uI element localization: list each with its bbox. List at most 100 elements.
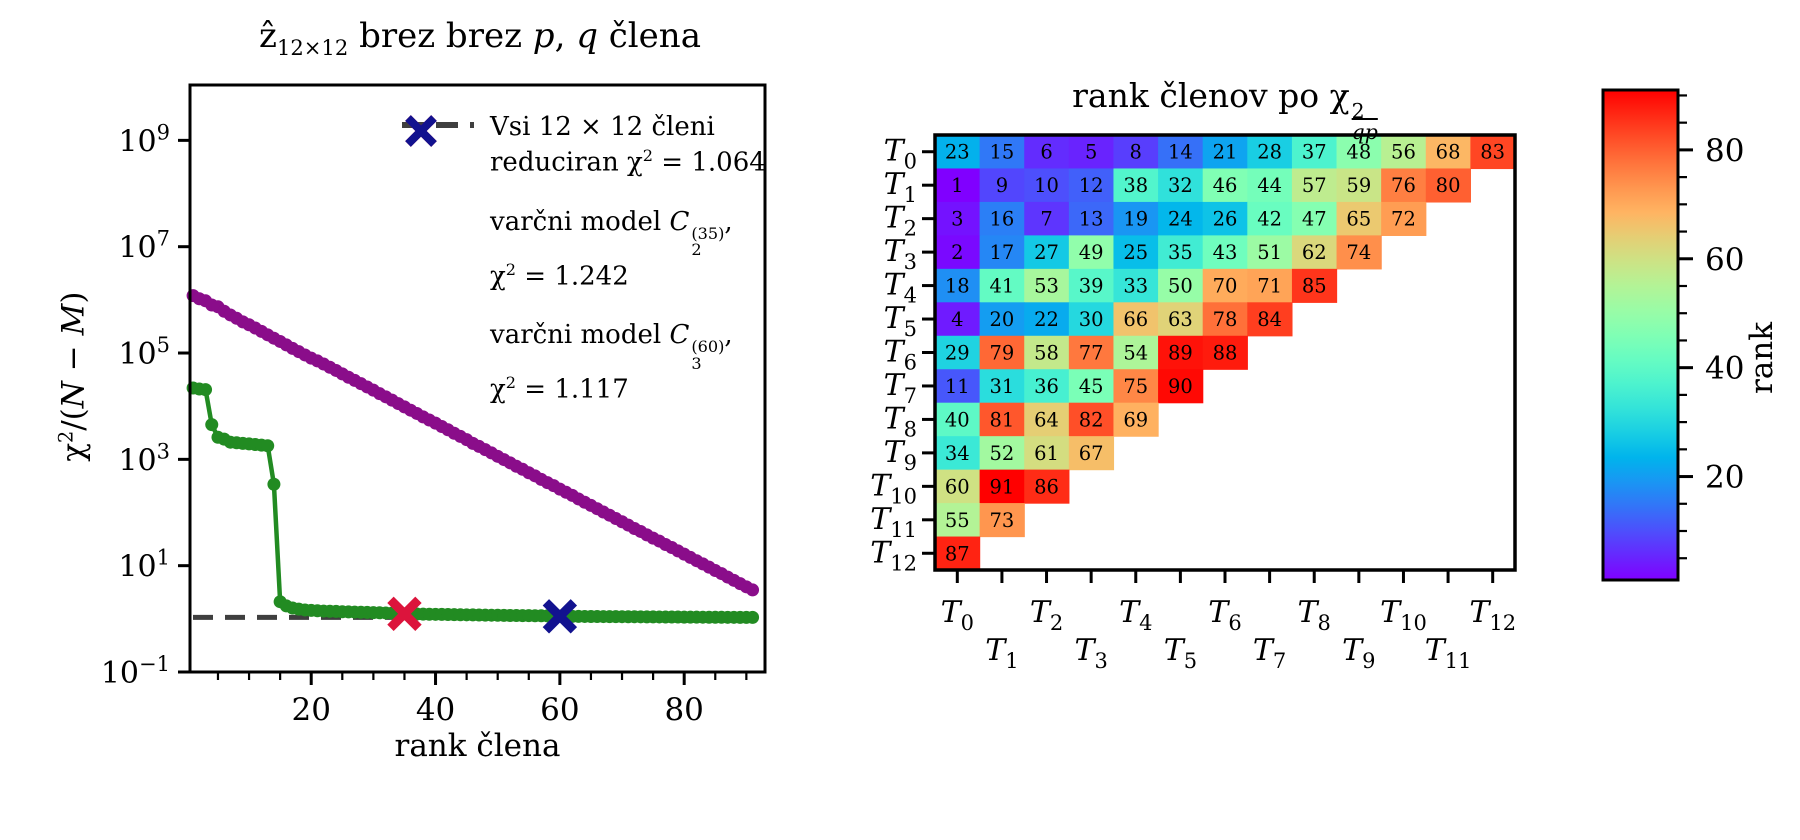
colorbar-tick-label: 20	[1705, 460, 1744, 496]
heatmap-cell-value: 12	[1079, 174, 1104, 197]
heatmap-cell-value: 14	[1168, 141, 1193, 164]
heatmap-cell	[979, 135, 1025, 170]
heatmap-cell-value: 59	[1346, 174, 1371, 197]
heatmap-cell	[1024, 168, 1070, 203]
colorbar-bar	[1601, 88, 1680, 582]
heatmap-cell	[935, 135, 981, 170]
heatmap-cell-value: 44	[1257, 174, 1282, 197]
heatmap-cell	[1381, 168, 1427, 203]
heatmap-cell-value: 58	[1034, 342, 1059, 365]
heatmap-cell-value: 72	[1391, 208, 1416, 231]
heatmap-cell-value: 77	[1079, 342, 1104, 365]
heatmap-cell-value: 57	[1302, 174, 1327, 197]
heatmap-cell-value: 28	[1257, 141, 1282, 164]
y-tick-label: 101	[118, 546, 170, 585]
heatmap-cell	[979, 268, 1025, 303]
heatmap-cell-value: 1	[951, 174, 963, 197]
heatmap-cell-value: 34	[945, 442, 970, 465]
heatmap-cell-value: 7	[1040, 208, 1052, 231]
colorbar-label: rank	[1744, 321, 1780, 395]
heatmap-cell	[1336, 201, 1382, 236]
heatmap-cell-value: 42	[1257, 208, 1282, 231]
y-tick-label: 10−1	[101, 652, 170, 691]
heatmap-cell	[1113, 302, 1159, 337]
heatmap-cell-value: 84	[1257, 308, 1282, 331]
navy-x-marker	[542, 599, 578, 634]
heatmap-cell-value: 86	[1034, 475, 1059, 498]
heatmap-cell	[935, 168, 981, 203]
heatmap-cell-value: 26	[1213, 208, 1238, 231]
heatmap-cell-value: 85	[1302, 275, 1327, 298]
heatmap-cell	[935, 369, 981, 404]
heatmap-cell	[979, 369, 1025, 404]
heatmap-cell-value: 21	[1213, 141, 1238, 164]
heatmap-cell-value: 55	[945, 509, 970, 532]
heatmap-cell	[1113, 168, 1159, 203]
heatmap-cell	[1113, 235, 1159, 270]
heatmap-cell	[935, 302, 981, 337]
heatmap-cell-value: 60	[945, 475, 970, 498]
heatmap-cell	[1158, 168, 1204, 203]
legend-entry-text: varčni model C (35) 2, χ2 = 1.242	[490, 206, 733, 292]
heatmap-row-label: T7	[884, 368, 917, 408]
heatmap-cell	[935, 436, 981, 471]
heatmap-col-label: T12	[1469, 595, 1516, 635]
heatmap-cell-value: 62	[1302, 241, 1327, 264]
heatmap-cell-value: 29	[945, 342, 970, 365]
heatmap-cell-value: 43	[1213, 241, 1238, 264]
heatmap-cell	[979, 402, 1025, 437]
legend: Vsi 12 × 12 členi reduciran χ2 = 1.064 var…	[400, 110, 780, 432]
heatmap-cell	[1247, 135, 1293, 170]
heatmap-cell	[1068, 201, 1115, 236]
heatmap-cell	[1291, 168, 1338, 203]
heatmap-cell	[1158, 369, 1204, 404]
heatmap-cell-value: 82	[1079, 408, 1104, 431]
heatmap-cell	[979, 235, 1025, 270]
green-series-point	[199, 383, 213, 397]
heatmap-cell-value: 66	[1123, 308, 1148, 331]
heatmap-cell	[1068, 369, 1115, 404]
heatmap-cell	[979, 302, 1025, 337]
heatmap-cell-value: 39	[1079, 275, 1104, 298]
y-tick-label: 103	[118, 439, 170, 478]
colorbar-tick-label: 60	[1705, 242, 1744, 278]
heatmap-cell	[1113, 268, 1159, 303]
heatmap-cell	[1158, 201, 1204, 236]
heatmap-cell	[935, 268, 981, 303]
x-tick-label: 20	[291, 692, 330, 728]
heatmap-cell	[1247, 302, 1293, 337]
heatmap-cell-value: 6	[1040, 141, 1052, 164]
heatmap-cell	[935, 235, 981, 270]
heatmap-cell-value: 24	[1168, 208, 1193, 231]
heatmap-cell-value: 89	[1168, 342, 1193, 365]
green-series-point	[746, 610, 760, 624]
heatmap-col-label: T0	[941, 595, 974, 635]
heatmap-cell-value: 40	[945, 408, 970, 431]
heatmap-cell	[1202, 335, 1248, 370]
legend-entry: Vsi 12 × 12 členi reduciran χ2 = 1.064	[400, 110, 780, 181]
heatmap-cell-value: 18	[945, 275, 970, 298]
plot-border	[188, 83, 767, 674]
heatmap-cell	[1068, 268, 1115, 303]
heatmap-cell-value: 11	[945, 375, 970, 398]
heatmap-col-label: T10	[1380, 595, 1427, 635]
heatmap-cell-value: 49	[1079, 241, 1104, 264]
heatmap-cell-value: 74	[1346, 241, 1371, 264]
heatmap-col-label: T8	[1298, 595, 1331, 635]
heatmap-cell-value: 10	[1034, 174, 1059, 197]
heatmap-cell	[935, 201, 981, 236]
heatmap-cell-value: 30	[1079, 308, 1104, 331]
heatmap-cell	[1202, 302, 1248, 337]
heatmap-cell-value: 52	[990, 442, 1015, 465]
heatmap-cell	[1024, 135, 1070, 170]
heatmap-cell	[979, 469, 1025, 504]
y-tick-label: 109	[118, 120, 170, 159]
heatmap-cell-value: 70	[1213, 275, 1238, 298]
heatmap-cell-value: 67	[1079, 442, 1104, 465]
heatmap-cell	[1113, 402, 1159, 437]
heatmap-cell	[1381, 201, 1427, 236]
heatmap-col-label: T7	[1253, 633, 1286, 673]
heatmap-cell-value: 61	[1034, 442, 1059, 465]
heatmap-cell-value: 33	[1123, 275, 1148, 298]
heatmap-cell	[1024, 302, 1070, 337]
